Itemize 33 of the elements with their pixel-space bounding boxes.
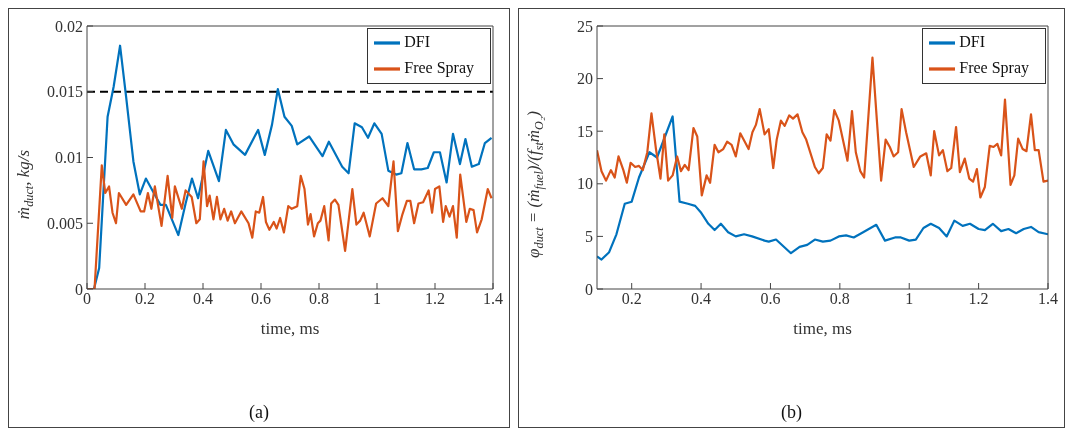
y-tick-label: 5 [585, 228, 593, 246]
x-tick-label: 1.4 [1038, 290, 1058, 308]
legend-label: DFI [959, 32, 986, 50]
x-tick-label: 0.8 [829, 290, 850, 308]
text: (b) [780, 402, 803, 423]
x-tick-label: 0.6 [760, 290, 781, 308]
x-tick-label: 1 [373, 290, 381, 308]
y-tick-label: 25 [577, 17, 593, 35]
x-tick-label: 0.2 [135, 290, 155, 308]
x-axis-title: time, ms [793, 319, 852, 338]
x-tick-label: 0.8 [309, 290, 329, 308]
y-tick-label: 10 [577, 175, 593, 193]
y-tick-label: 0.005 [47, 214, 83, 232]
x-tick-label: 0.4 [193, 290, 213, 308]
line-series [597, 115, 1048, 261]
y-tick-label: 15 [577, 122, 593, 140]
x-tick-label: 1.4 [483, 290, 503, 308]
x-tick-label: 1.2 [968, 290, 989, 308]
x-tick-label: 0.6 [251, 290, 271, 308]
legend-label: Free Spray [404, 58, 474, 76]
x-tick-label: 0.2 [621, 290, 642, 308]
x-tick-label: 1.2 [425, 290, 445, 308]
y-tick-label: 0.01 [55, 149, 83, 167]
legend-label: DFI [404, 32, 431, 50]
line-series [597, 56, 1048, 199]
text: (a) [248, 402, 270, 423]
x-tick-label: 1 [905, 290, 914, 308]
x-axis-title: time, ms [260, 319, 320, 338]
y-tick-label: 0.015 [47, 83, 83, 101]
legend-label: Free Spray [959, 58, 1029, 76]
y-tick-label: 0.02 [55, 17, 83, 35]
y-tick-label: 20 [577, 70, 593, 88]
x-tick-label: 0.4 [691, 290, 712, 308]
